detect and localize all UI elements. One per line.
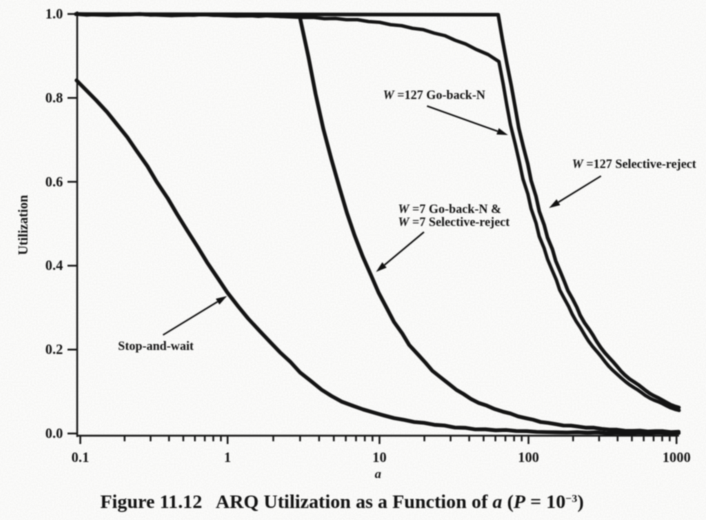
svg-text:W =127 Selective-reject: W =127 Selective-reject xyxy=(572,157,697,171)
svg-text:a: a xyxy=(375,466,382,481)
svg-text:Stop-and-wait: Stop-and-wait xyxy=(118,339,195,353)
svg-text:0.1: 0.1 xyxy=(71,450,89,466)
svg-text:1: 1 xyxy=(224,450,231,466)
svg-text:W =7 Go-back-N &: W =7 Go-back-N & xyxy=(398,202,501,216)
svg-text:10: 10 xyxy=(372,450,386,466)
svg-text:0.2: 0.2 xyxy=(45,342,63,358)
svg-text:0.8: 0.8 xyxy=(45,90,63,106)
svg-text:0.4: 0.4 xyxy=(45,258,63,274)
svg-text:1000: 1000 xyxy=(662,450,690,466)
svg-text:100: 100 xyxy=(518,450,539,466)
svg-text:Utilization: Utilization xyxy=(16,194,31,255)
svg-text:Figure 11.12 ARQ Utilization: Figure 11.12 ARQ Utilization as a Functi… xyxy=(100,492,584,513)
svg-text:0.0: 0.0 xyxy=(45,426,63,442)
svg-text:0.6: 0.6 xyxy=(45,174,63,190)
svg-text:W =127 Go-back-N: W =127 Go-back-N xyxy=(383,88,485,102)
svg-text:W =7 Selective-reject: W =7 Selective-reject xyxy=(398,215,511,229)
svg-text:1.0: 1.0 xyxy=(45,7,63,23)
